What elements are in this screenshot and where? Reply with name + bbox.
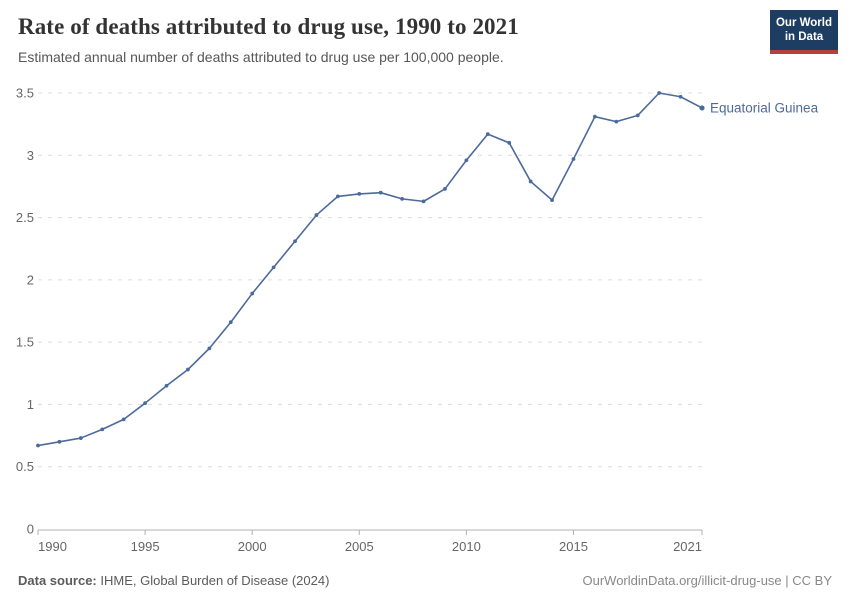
chart-header: Rate of deaths attributed to drug use, 1… [18, 14, 748, 65]
data-point[interactable] [186, 367, 190, 372]
y-tick-label: 0.5 [16, 459, 34, 474]
data-source-label: Data source: [18, 573, 97, 588]
y-tick-label: 2.5 [16, 210, 34, 225]
data-point[interactable] [378, 190, 383, 195]
data-point[interactable] [443, 187, 447, 191]
series-end-dot[interactable] [699, 105, 705, 111]
data-point[interactable] [593, 114, 597, 119]
line-chart: 0 0.5 1 1.5 2 2.5 3 3.5 1990 1995 2000 2005 2010 2015… [0, 80, 850, 560]
data-point[interactable] [678, 94, 683, 99]
y-tick-label: 3.5 [16, 86, 34, 101]
owid-logo-line2: in Data [784, 31, 824, 44]
x-tick-label: 2015 [559, 539, 588, 554]
data-point[interactable] [100, 427, 105, 432]
data-point[interactable] [421, 199, 426, 204]
y-tick-label: 2 [27, 272, 34, 287]
x-tick-label: 2000 [238, 539, 267, 554]
data-point[interactable] [464, 158, 469, 163]
data-source-text: IHME, Global Burden of Disease (2024) [96, 573, 330, 588]
series-line[interactable] [37, 92, 703, 447]
data-source: Data source: IHME, Global Burden of Dise… [18, 573, 329, 588]
data-point[interactable] [250, 291, 255, 296]
x-tick-label: 2010 [452, 539, 481, 554]
series-label[interactable]: Equatorial Guinea [710, 100, 819, 115]
chart-subtitle: Estimated annual number of deaths attrib… [18, 49, 504, 65]
chart-footer: Data source: IHME, Global Burden of Dise… [18, 573, 832, 588]
x-tick-label: 2005 [345, 539, 374, 554]
y-tick-label: 0 [27, 522, 34, 537]
data-point[interactable] [550, 198, 554, 203]
data-point[interactable] [614, 119, 619, 124]
chart-canvas: 0 0.5 1 1.5 2 2.5 3 3.5 1990 1995 2000 2005 2010 2015… [16, 86, 819, 555]
data-point[interactable] [164, 383, 169, 388]
data-point[interactable] [121, 417, 126, 422]
data-point[interactable] [78, 436, 83, 440]
data-point[interactable] [143, 401, 147, 406]
data-point[interactable] [335, 194, 340, 199]
x-tick-label: 1990 [38, 539, 67, 554]
data-point[interactable] [485, 132, 490, 137]
owid-logo: Our World in Data [770, 10, 838, 54]
data-point[interactable] [635, 113, 640, 118]
data-point[interactable] [528, 179, 533, 184]
owid-logo-line1: Our World [775, 17, 832, 29]
data-point[interactable] [293, 239, 297, 244]
y-tick-label: 1 [27, 397, 34, 412]
y-tick-label: 3 [27, 148, 34, 163]
data-point[interactable] [507, 140, 512, 145]
data-point[interactable] [57, 439, 62, 444]
data-point[interactable] [228, 320, 233, 325]
data-point[interactable] [207, 346, 212, 351]
data-point[interactable] [271, 265, 276, 270]
attribution-link[interactable]: OurWorldinData.org/illicit-drug-use | CC… [582, 573, 833, 588]
y-tick-label: 1.5 [16, 335, 34, 350]
data-point[interactable] [400, 196, 405, 201]
data-point[interactable] [657, 91, 662, 95]
data-point[interactable] [357, 192, 362, 196]
data-point[interactable] [314, 213, 319, 217]
data-point[interactable] [571, 157, 576, 161]
data-point[interactable] [36, 443, 40, 448]
page-title: Rate of deaths attributed to drug use, 1… [18, 14, 519, 39]
x-tick-label: 1995 [131, 539, 160, 554]
x-tick-label: 2021 [673, 539, 702, 554]
